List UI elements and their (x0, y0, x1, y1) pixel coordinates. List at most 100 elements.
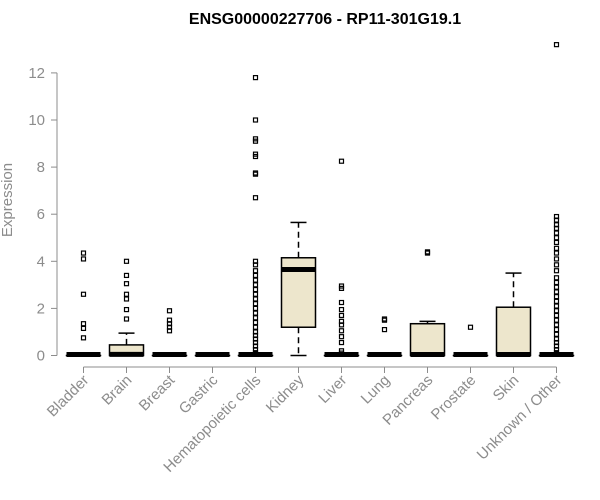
outlier-point (123, 272, 130, 279)
outlier-point (553, 312, 560, 319)
outlier-point (123, 291, 130, 297)
outlier-point (553, 262, 560, 268)
outlier-point (338, 285, 345, 291)
outlier-point (166, 308, 173, 314)
outlier-point (553, 294, 560, 300)
outlier-point (123, 281, 130, 287)
outlier-point (553, 308, 560, 314)
outlier-point (553, 275, 560, 281)
outlier-point (424, 250, 431, 256)
outlier-point (467, 324, 474, 330)
outlier-point (338, 334, 345, 340)
chart-title: ENSG00000227706 - RP11-301G19.1 (189, 11, 461, 28)
box-group (538, 42, 575, 357)
y-tick-label: 10 (28, 112, 45, 129)
outlier-point (252, 171, 259, 177)
outlier-point (553, 322, 560, 328)
outlier-point (553, 42, 560, 48)
box-group (452, 324, 489, 357)
y-axis: 0 2 4 6 8 10 12 (28, 65, 58, 365)
outlier-point (338, 339, 345, 346)
outlier-point (553, 217, 560, 223)
outlier-point (252, 305, 259, 311)
outlier-point (80, 335, 87, 341)
y-tick-label: 4 (37, 253, 45, 270)
outlier-point (553, 289, 560, 295)
outlier-point (252, 268, 259, 274)
x-tick-label: Brain (99, 372, 136, 409)
x-tick-label: Breast (136, 371, 179, 414)
outlier-point (80, 325, 87, 332)
outlier-point (252, 301, 259, 307)
outlier-point (553, 284, 560, 290)
box-group (366, 316, 403, 357)
outlier-point (252, 262, 259, 268)
outlier-point (80, 250, 87, 256)
outlier-point (252, 324, 259, 330)
outlier-point (553, 298, 560, 304)
outlier-point (123, 258, 130, 264)
box-group (194, 352, 231, 357)
outlier-point (338, 158, 345, 164)
outlier-point (338, 322, 345, 328)
x-tick-label: Skin (490, 372, 523, 405)
outlier-point (553, 250, 560, 256)
box-iqr (495, 306, 532, 357)
y-tick-label: 6 (37, 206, 45, 223)
outlier-point (252, 138, 259, 144)
box-group (108, 258, 145, 357)
outlier-point (553, 279, 560, 286)
box-group (280, 221, 317, 357)
outlier-point (553, 268, 560, 274)
outlier-point (553, 331, 560, 337)
outlier-point (252, 117, 259, 123)
outlier-point (252, 195, 259, 201)
outlier-point (80, 321, 87, 327)
y-tick-label: 2 (37, 300, 45, 317)
box-group (323, 158, 360, 357)
outlier-point (252, 286, 259, 293)
outlier-point (553, 347, 560, 353)
outlier-point (252, 277, 259, 283)
outlier-point (252, 272, 259, 279)
outlier-point (123, 316, 130, 322)
outlier-point (338, 312, 345, 319)
y-tick-label: 8 (37, 159, 45, 176)
outlier-point (553, 256, 560, 262)
box-group (65, 250, 102, 357)
x-tick-label: Prostate (428, 372, 480, 424)
outlier-point (553, 245, 560, 251)
outlier-point (252, 282, 259, 288)
outlier-point (252, 153, 259, 160)
outlier-point (338, 306, 345, 313)
outlier-point (553, 317, 560, 323)
x-tick-label: Liver (315, 372, 350, 407)
outlier-point (252, 315, 259, 321)
outlier-point (553, 230, 560, 236)
outlier-point (553, 326, 560, 333)
outlier-point (338, 299, 345, 306)
outlier-point (252, 291, 259, 297)
x-tick-label: Lung (358, 372, 394, 408)
outlier-point (553, 239, 560, 246)
outlier-point (123, 306, 130, 313)
outlier-point (252, 350, 259, 356)
x-tick-label: Kidney (263, 371, 308, 416)
box-group (409, 249, 446, 357)
outlier-point (252, 347, 259, 353)
y-tick-label: 0 (37, 348, 45, 365)
box-group (151, 308, 188, 357)
y-tick-label: 12 (28, 65, 45, 82)
y-axis-label: Expression (0, 163, 16, 237)
box-iqr (409, 322, 446, 357)
outlier-point (252, 75, 259, 81)
outlier-point (166, 328, 173, 334)
plot-area (65, 42, 575, 357)
box-group (237, 75, 274, 357)
outlier-point (553, 303, 560, 309)
box-group (495, 272, 532, 357)
outlier-point (553, 235, 560, 241)
outlier-point (123, 296, 130, 302)
